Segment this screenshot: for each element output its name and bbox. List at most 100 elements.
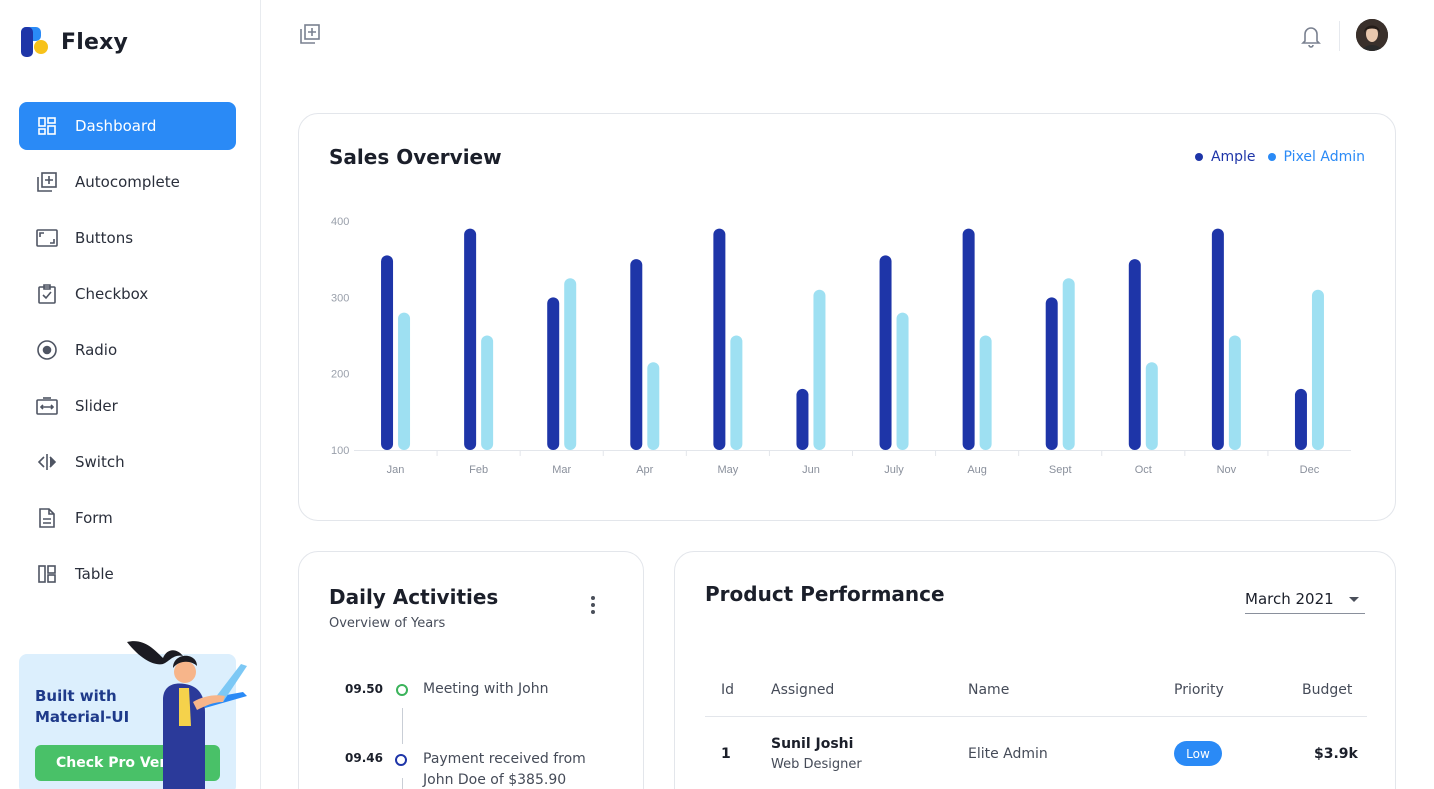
bar-ample xyxy=(464,228,477,450)
sidebar-item-label: Switch xyxy=(75,453,125,471)
bar-ample xyxy=(381,255,394,450)
dashboard-icon xyxy=(36,115,58,137)
month-select-value: March 2021 xyxy=(1245,590,1334,608)
bar-pixel-admin xyxy=(1062,278,1075,450)
month-select[interactable]: March 2021 xyxy=(1245,588,1365,614)
more-options-icon[interactable] xyxy=(587,594,599,616)
x-tick-label: Oct xyxy=(1135,464,1152,476)
bar-ample xyxy=(1294,388,1307,450)
column-header-budget: Budget xyxy=(1302,682,1353,698)
notification-bell-icon[interactable] xyxy=(1300,24,1322,48)
activity-text: Meeting with John xyxy=(423,681,549,697)
y-tick-label: 200 xyxy=(331,369,349,381)
priority-badge: Low xyxy=(1174,741,1222,766)
product-performance-title: Product Performance xyxy=(705,582,945,606)
form-icon xyxy=(36,507,58,529)
sidebar-item-radio[interactable]: Radio xyxy=(19,326,236,374)
legend-label: Pixel Admin xyxy=(1283,149,1365,165)
bar-ample xyxy=(1045,297,1058,450)
sidebar-nav: Dashboard Autocomplete Buttons xyxy=(19,102,236,606)
x-tick-label: Dec xyxy=(1300,464,1320,476)
bar-ample xyxy=(630,259,643,450)
chevron-down-icon xyxy=(1349,597,1359,602)
x-tick-label: May xyxy=(717,464,738,476)
sidebar-item-autocomplete[interactable]: Autocomplete xyxy=(19,158,236,206)
x-tick-label: Mar xyxy=(552,464,571,476)
column-header-name: Name xyxy=(968,682,1010,698)
bar-pixel-admin xyxy=(979,335,992,450)
switch-icon xyxy=(36,451,58,473)
sidebar-item-label: Form xyxy=(75,509,113,527)
bar-pixel-admin xyxy=(1311,289,1324,450)
bar-ample xyxy=(713,228,726,450)
activity-dot xyxy=(396,684,408,696)
cell-assigned-name: Sunil Joshi xyxy=(771,736,854,752)
table-divider xyxy=(705,716,1367,717)
sidebar-item-label: Radio xyxy=(75,341,118,359)
activity-text: Payment received from John Doe of $385.9… xyxy=(423,751,586,788)
sales-overview-card: Sales Overview Ample Pixel Admin 100 200 3… xyxy=(298,113,1396,521)
brand-name: Flexy xyxy=(61,29,129,55)
promo-text: Built with Material-UI xyxy=(35,687,130,726)
x-tick-label: Aug xyxy=(967,464,987,476)
column-header-priority: Priority xyxy=(1174,682,1224,698)
checkbox-icon xyxy=(36,283,58,305)
pro-promo-card: Built with Material-UI Check Pro Version xyxy=(19,641,247,789)
activity-dot xyxy=(395,754,407,766)
x-tick-label: Feb xyxy=(469,464,488,476)
daily-activities-card: Daily Activities Overview of Years 09.50… xyxy=(298,551,644,789)
column-header-assigned: Assigned xyxy=(771,682,835,698)
sidebar-item-dashboard[interactable]: Dashboard xyxy=(19,102,236,150)
sidebar-item-label: Autocomplete xyxy=(75,173,180,191)
bar-pixel-admin xyxy=(647,362,660,450)
x-tick-label: Jan xyxy=(387,464,405,476)
bar-pixel-admin xyxy=(896,312,909,450)
bar-ample xyxy=(796,388,809,450)
sidebar-item-checkbox[interactable]: Checkbox xyxy=(19,270,236,318)
sidebar-item-label: Buttons xyxy=(75,229,134,247)
bar-ample xyxy=(1211,228,1224,450)
sidebar-item-label: Table xyxy=(75,565,114,583)
legend-dot xyxy=(1194,153,1203,161)
activity-connector xyxy=(402,778,403,789)
cell-budget: $3.9k xyxy=(1314,746,1358,762)
bar-pixel-admin xyxy=(730,335,743,450)
sidebar-item-buttons[interactable]: Buttons xyxy=(19,214,236,262)
activity-time: 09.50 xyxy=(345,682,383,696)
legend-label: Ample xyxy=(1210,149,1256,165)
cell-id: 1 xyxy=(721,746,731,762)
bar-pixel-admin xyxy=(1145,362,1158,450)
developer-illustration-icon xyxy=(127,641,247,789)
sidebar: Flexy Dashboard Autocomplete xyxy=(0,0,261,789)
sidebar-item-form[interactable]: Form xyxy=(19,494,236,542)
column-header-id: Id xyxy=(721,682,735,698)
slider-icon xyxy=(36,395,58,417)
cell-name: Elite Admin xyxy=(968,746,1048,762)
chart-legend: Ample Pixel Admin xyxy=(1183,149,1365,165)
bar-pixel-admin xyxy=(1228,335,1241,450)
topbar-divider xyxy=(1339,21,1340,51)
bar-pixel-admin xyxy=(398,312,411,450)
activity-time: 09.46 xyxy=(345,751,383,765)
user-avatar[interactable] xyxy=(1356,19,1388,51)
sales-bar-chart: 100 200 300 400 Jan Feb Mar Apr May Jun July Aug Sep… xyxy=(331,216,1351,476)
bar-pixel-admin xyxy=(564,278,577,450)
sidebar-item-switch[interactable]: Switch xyxy=(19,438,236,486)
bar-pixel-admin xyxy=(481,335,494,450)
x-tick-label: Sept xyxy=(1049,464,1072,476)
y-tick-label: 400 xyxy=(331,216,349,228)
sidebar-item-label: Dashboard xyxy=(75,117,157,135)
add-box-icon xyxy=(36,171,58,193)
x-tick-label: Jun xyxy=(802,464,820,476)
daily-activities-subtitle: Overview of Years xyxy=(329,616,446,631)
brand[interactable]: Flexy xyxy=(20,26,128,58)
bar-pixel-admin xyxy=(813,289,826,450)
sales-overview-title: Sales Overview xyxy=(329,145,502,169)
sidebar-item-table[interactable]: Table xyxy=(19,550,236,598)
bar-ample xyxy=(962,228,975,450)
legend-item-ample: Ample xyxy=(1194,149,1256,165)
sidebar-item-label: Checkbox xyxy=(75,285,149,303)
sidebar-item-slider[interactable]: Slider xyxy=(19,382,236,430)
add-widget-icon[interactable] xyxy=(299,23,321,45)
legend-dot xyxy=(1267,153,1276,161)
